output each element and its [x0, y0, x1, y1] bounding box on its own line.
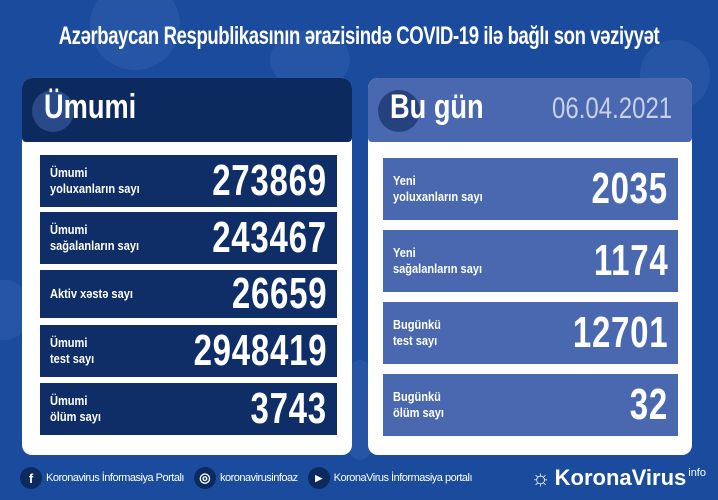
page-title: Azərbaycan Respublikasının ərazisində CO… [58, 22, 660, 50]
stat-label: Yeni yoluxanların sayı [393, 173, 483, 204]
total-panel: Ümumi Ümumi yoluxanların sayı 273869 Ümumi… [22, 78, 352, 455]
stat-row: Bugünkü ölüm sayı 32 [383, 374, 678, 436]
social-links: f Koronavirus İnformasiya Portalı ◎ korona… [20, 467, 482, 489]
stat-value: 2948419 [193, 326, 327, 375]
stat-row: Ümumi yoluxanların sayı 273869 [40, 155, 337, 207]
youtube-link[interactable]: ▶ KoronaVirus İnformasiya portalı [307, 467, 473, 489]
stat-row: Yeni yoluxanların sayı 2035 [383, 158, 678, 220]
stat-label: Bugünkü test sayı [393, 317, 441, 348]
stat-value: 3743 [250, 384, 327, 433]
stat-row: Ümumi ölüm sayı 3743 [40, 383, 337, 435]
stat-value: 273869 [212, 156, 327, 205]
instagram-label: koronavirusinfoaz [219, 472, 298, 484]
today-heading: Bu gün [390, 88, 484, 126]
total-header: Ümumi [22, 78, 352, 142]
stat-label: Ümumi test sayı [50, 335, 95, 366]
stat-value: 243467 [212, 213, 327, 262]
stat-value: 1174 [593, 236, 668, 285]
today-header: Bu gün 06.04.2021 [368, 78, 692, 142]
virus-icon [32, 90, 74, 132]
stat-value: 32 [629, 380, 668, 429]
stat-label: Ümumi ölüm sayı [50, 393, 101, 424]
stat-label: Bugünkü ölüm sayı [393, 389, 444, 420]
instagram-link[interactable]: ◎ koronavirusinfoaz [193, 467, 298, 489]
stat-label: Ümumi yoluxanların sayı [50, 165, 140, 196]
instagram-icon: ◎ [193, 467, 216, 489]
stat-row: Yeni sağalanların sayı 1174 [383, 230, 678, 292]
youtube-label: KoronaVirus İnformasiya portalı [333, 472, 473, 484]
total-heading: Ümumi [44, 88, 137, 126]
stat-value: 12701 [572, 308, 668, 357]
facebook-icon: f [20, 467, 42, 489]
brand-name: KoronaVirus [554, 465, 687, 490]
virus-decoration [90, 0, 180, 70]
stat-row: Ümumi sağalanların sayı 243467 [40, 212, 337, 264]
youtube-icon: ▶ [307, 467, 330, 489]
brand-sup: info [688, 467, 706, 479]
stat-row: Ümumi test sayı 2948419 [40, 325, 337, 377]
stat-row: Bugünkü test sayı 12701 [383, 302, 678, 364]
stat-value: 2035 [591, 164, 668, 213]
sun-virus-icon: ☼ [530, 465, 551, 490]
today-panel: Bu gün 06.04.2021 Yeni yoluxanların sayı 2… [368, 78, 692, 455]
stat-value: 26659 [231, 269, 327, 318]
stat-label: Aktiv xəstə sayı [50, 286, 133, 301]
stat-label: Yeni sağalanların sayı [393, 245, 483, 276]
stat-row: Aktiv xəstə sayı 26659 [40, 270, 337, 318]
report-date: 06.04.2021 [551, 92, 672, 125]
footer: f Koronavirus İnformasiya Portalı ◎ korona… [0, 456, 718, 500]
facebook-label: Koronavirus İnformasiya Portalı [46, 472, 184, 484]
facebook-link[interactable]: f Koronavirus İnformasiya Portalı [20, 467, 184, 489]
brand-logo: ☼ KoronaVirus info [530, 465, 706, 491]
stat-label: Ümumi sağalanların sayı [50, 222, 140, 253]
virus-icon [378, 90, 420, 132]
